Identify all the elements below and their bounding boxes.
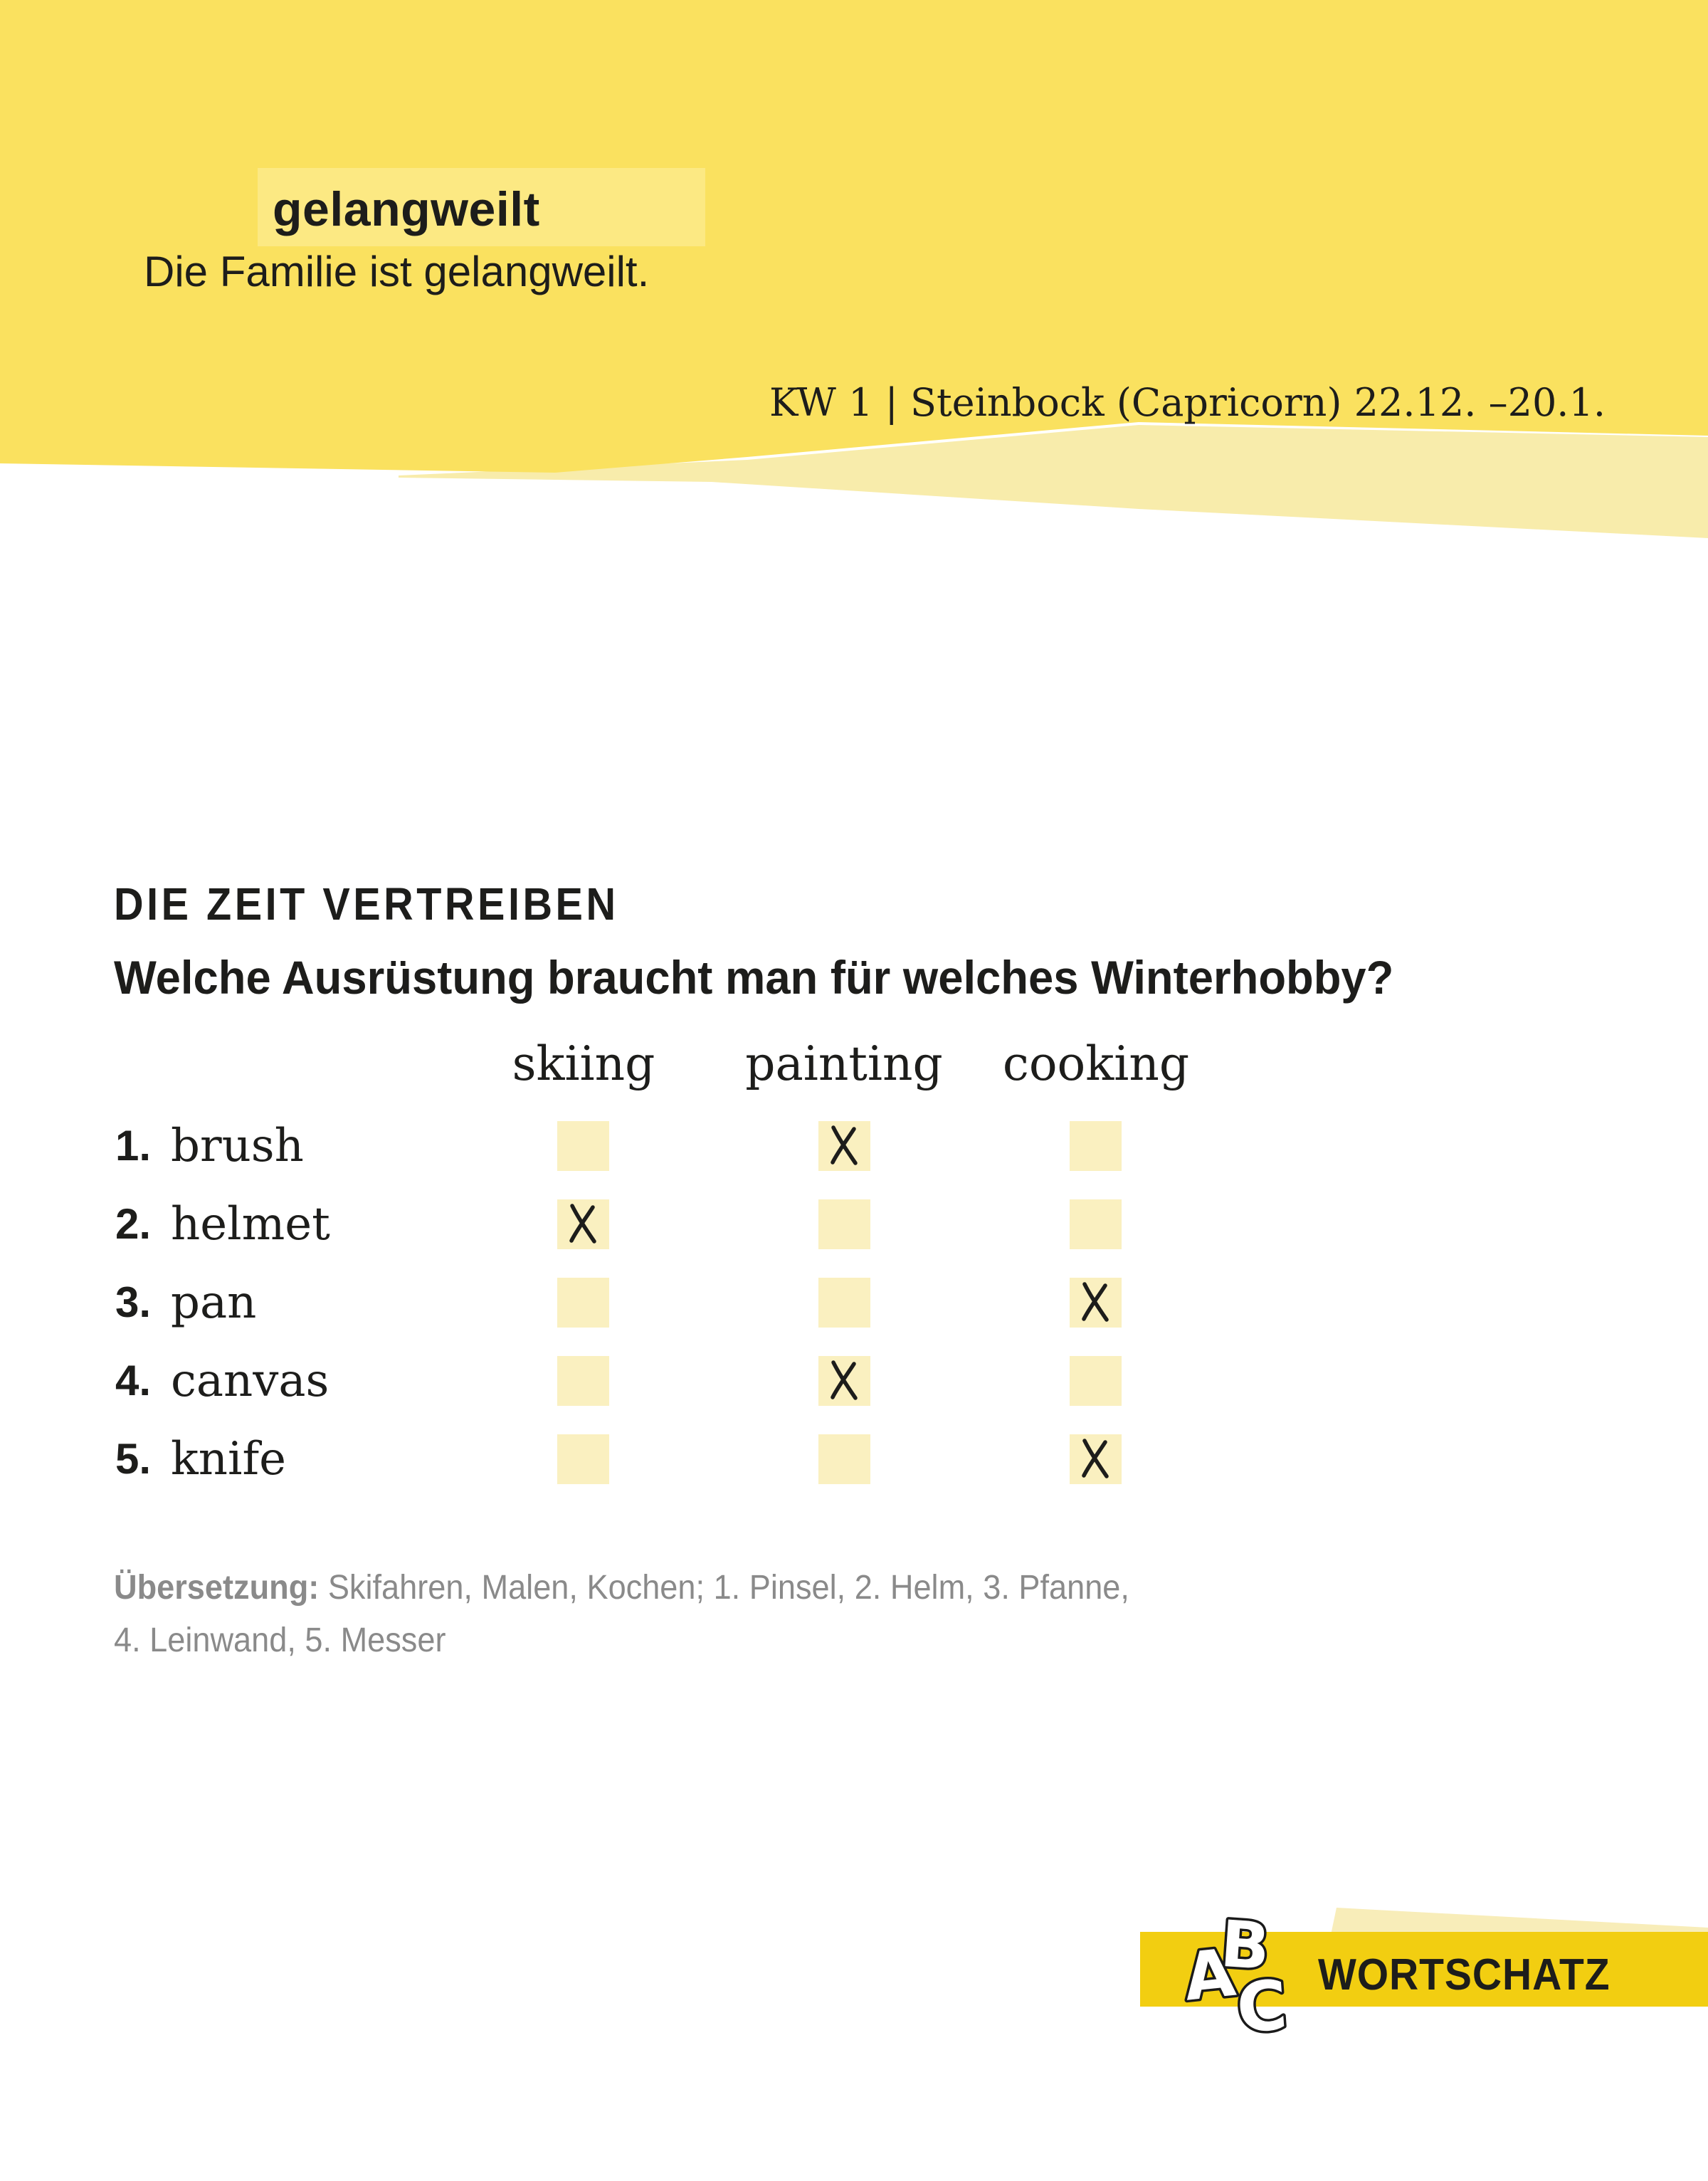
calendar-week-note: KW 1 | Steinbock (Capricorn) 22.12. –20.… — [769, 380, 1606, 425]
table-row: 5. knife — [0, 1434, 1708, 1484]
answer-cell-cooking — [1070, 1356, 1122, 1406]
answer-cell-painting — [818, 1278, 870, 1328]
vocab-example-sentence: Die Familie ist gelangweilt. — [144, 248, 650, 295]
column-header-painting: painting — [745, 1036, 943, 1091]
header-band: gelangweilt Die Familie ist gelangweilt.… — [0, 0, 1708, 555]
row-number: 2. — [115, 1200, 152, 1248]
answer-cell-painting — [818, 1434, 870, 1484]
table-row: 3. pan — [0, 1278, 1708, 1328]
table-row: 1. brush — [0, 1121, 1708, 1171]
row-number: 5. — [115, 1435, 152, 1483]
answer-cell-painting — [818, 1356, 870, 1406]
answer-cell-skiing — [557, 1356, 609, 1406]
row-number: 1. — [115, 1122, 152, 1170]
answer-cell-painting — [818, 1121, 870, 1171]
row-item-word: knife — [171, 1433, 287, 1486]
column-header-skiing: skiing — [512, 1036, 655, 1091]
row-item-word: helmet — [171, 1198, 330, 1251]
abc-logo-letter-b: B — [1218, 1911, 1272, 1985]
banner-light-wedge — [1331, 1908, 1708, 1935]
answer-cell-painting — [818, 1199, 870, 1249]
answer-cell-cooking — [1070, 1278, 1122, 1328]
column-header-cooking: cooking — [1002, 1036, 1190, 1091]
brand-banner — [1140, 1932, 1708, 2007]
translation-note: Übersetzung: Skifahren, Malen, Kochen; 1… — [114, 1562, 1129, 1667]
x-mark-icon — [1082, 1282, 1109, 1322]
table-row: 2. helmet — [0, 1199, 1708, 1249]
abc-logo: B A C — [1179, 1911, 1292, 2042]
answer-cell-cooking — [1070, 1199, 1122, 1249]
table-row: 4. canvas — [0, 1356, 1708, 1406]
translation-line1: Übersetzung: Skifahren, Malen, Kochen; 1… — [114, 1562, 1129, 1614]
exercise-table: 1. brush 2. hel — [0, 1121, 1708, 1520]
answer-cell-skiing — [557, 1121, 609, 1171]
answer-cell-skiing — [557, 1199, 609, 1249]
row-number: 4. — [115, 1357, 152, 1404]
answer-cell-cooking — [1070, 1434, 1122, 1484]
table-column-headers: skiing painting cooking — [0, 1041, 1708, 1105]
x-mark-icon — [831, 1125, 858, 1165]
row-item-word: pan — [171, 1276, 257, 1329]
translation-line2: 4. Leinwand, 5. Messer — [114, 1622, 446, 1659]
translation-line1-text: Skifahren, Malen, Kochen; 1. Pinsel, 2. … — [319, 1569, 1129, 1607]
exercise-question: Welche Ausrüstung braucht man für welche… — [114, 951, 1394, 1004]
row-number: 3. — [115, 1278, 152, 1326]
row-item-word: canvas — [171, 1355, 330, 1407]
answer-cell-skiing — [557, 1434, 609, 1484]
answer-cell-skiing — [557, 1278, 609, 1328]
vocab-headword: gelangweilt — [258, 168, 705, 246]
answer-cell-cooking — [1070, 1121, 1122, 1171]
x-mark-icon — [831, 1360, 858, 1400]
x-mark-icon — [569, 1204, 596, 1244]
x-mark-icon — [1082, 1439, 1109, 1478]
section-title: DIE ZEIT VERTREIBEN — [114, 878, 619, 930]
brand-wordmark: WORTSCHATZ — [1318, 1950, 1611, 1999]
row-item-word: brush — [171, 1120, 304, 1172]
translation-label: Übersetzung: — [114, 1569, 320, 1607]
abc-logo-letter-c: C — [1234, 1965, 1290, 2042]
abc-logo-letter-a: A — [1181, 1935, 1239, 2016]
